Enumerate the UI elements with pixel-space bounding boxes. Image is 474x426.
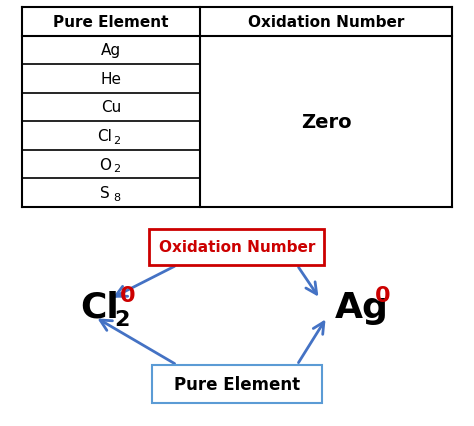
Text: S: S (100, 186, 110, 201)
Text: Cl: Cl (80, 290, 119, 324)
Text: O: O (99, 157, 111, 172)
FancyBboxPatch shape (152, 365, 322, 403)
Text: Zero: Zero (301, 112, 351, 132)
Text: Cu: Cu (101, 100, 121, 115)
Text: Pure Element: Pure Element (174, 375, 300, 393)
Text: Pure Element: Pure Element (53, 15, 169, 30)
Text: Oxidation Number: Oxidation Number (159, 240, 315, 255)
Text: 2: 2 (113, 135, 120, 145)
Text: 2: 2 (113, 164, 120, 174)
Text: 8: 8 (113, 192, 120, 202)
Text: Ag: Ag (101, 43, 121, 58)
Text: 2: 2 (114, 309, 129, 329)
Text: He: He (100, 72, 121, 87)
Text: 0: 0 (375, 285, 391, 305)
FancyBboxPatch shape (149, 230, 325, 265)
Text: Ag: Ag (335, 290, 389, 324)
Text: 0: 0 (120, 285, 136, 305)
Text: Oxidation Number: Oxidation Number (248, 15, 404, 30)
Text: Cl: Cl (98, 129, 112, 144)
